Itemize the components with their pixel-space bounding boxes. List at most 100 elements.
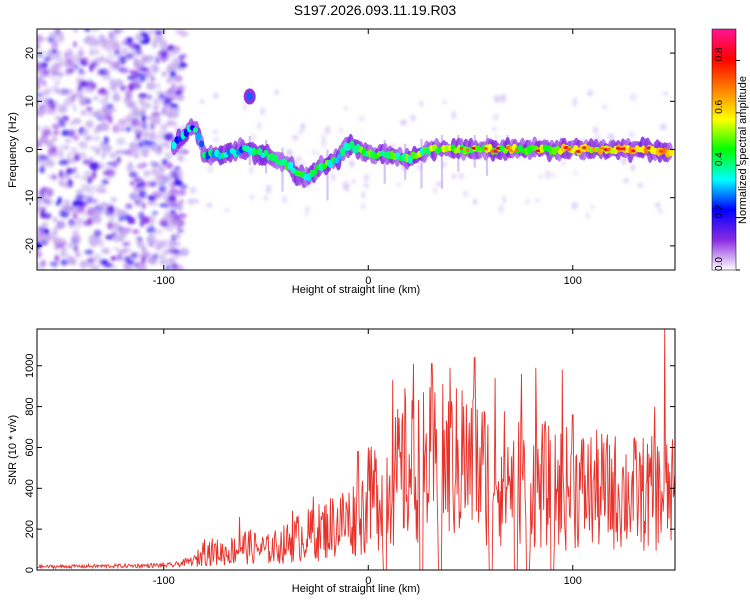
y-tick-label: 0 <box>24 567 36 573</box>
noise-blob <box>94 252 101 262</box>
noise-blob <box>141 256 146 265</box>
noise-blob <box>175 232 181 240</box>
faint-blob <box>602 104 607 110</box>
faint-blob <box>250 134 257 140</box>
noise-blob <box>128 82 135 92</box>
noise-blob <box>136 122 146 127</box>
faint-blob <box>296 156 302 162</box>
y-tick-label: 400 <box>24 479 36 497</box>
faint-blob <box>343 183 350 192</box>
noise-blob <box>117 29 124 33</box>
noise-blob <box>138 93 148 98</box>
noise-blob <box>103 136 109 145</box>
noise-blob <box>79 205 85 213</box>
noise-blob <box>119 126 125 133</box>
colorbar-label: Normalized spectral amplitude <box>737 76 749 224</box>
faint-blob <box>630 92 637 102</box>
noise-blob <box>51 54 61 61</box>
noise-blob <box>100 42 109 49</box>
noise-blob <box>158 92 166 101</box>
noise-blob <box>157 242 168 248</box>
noise-blob <box>39 234 49 241</box>
noise-blob <box>150 178 159 185</box>
x-tick-label: 0 <box>365 575 371 587</box>
noise-blob <box>45 196 50 202</box>
noise-blob <box>52 237 63 245</box>
noise-blob <box>81 129 89 135</box>
noise-blob <box>103 174 109 179</box>
faint-blob <box>200 99 204 104</box>
faint-blob <box>659 123 667 131</box>
faint-blob <box>538 174 542 180</box>
noise-blob <box>41 221 49 228</box>
noise-blob <box>98 122 109 131</box>
noise-blob <box>141 54 146 60</box>
faint-blob <box>410 114 416 122</box>
faint-blob <box>573 97 577 107</box>
faint-blob <box>213 137 220 142</box>
noise-blob <box>90 264 100 270</box>
noise-blob <box>116 253 123 261</box>
colorbar-tick-label: 0.2 <box>714 204 725 218</box>
faint-blob <box>458 172 465 180</box>
noise-blob <box>109 82 114 91</box>
ridge-core <box>288 161 294 171</box>
noise-blob <box>116 137 126 146</box>
noise-blob <box>123 97 132 103</box>
noise-blob <box>52 216 58 223</box>
noise-blob <box>72 104 77 112</box>
noise-blob <box>173 179 183 186</box>
colorbar-tick-label: 0.8 <box>714 47 725 61</box>
noise-blob <box>74 223 82 229</box>
faint-blob <box>324 125 331 135</box>
colorbar-ticks: 0.0 0.2 0.4 0.6 0.8 <box>714 47 740 271</box>
faint-blob <box>498 204 504 214</box>
noise-blob <box>75 189 84 195</box>
faint-blob <box>363 173 369 182</box>
ridge-core <box>192 127 199 133</box>
x-tick-label: -100 <box>153 275 175 287</box>
noise-blob <box>165 91 171 96</box>
y-tick-label: -10 <box>24 190 36 206</box>
noise-blob <box>119 85 127 91</box>
noise-blob <box>142 216 151 224</box>
x-tick-label: 100 <box>564 275 582 287</box>
faint-blob <box>628 131 635 138</box>
noise-blob <box>157 180 167 187</box>
noise-blob <box>86 217 93 225</box>
noise-blob <box>41 212 52 220</box>
noise-blob <box>164 224 175 232</box>
noise-blob <box>169 258 175 263</box>
faint-blob <box>321 134 326 143</box>
noise-blob <box>52 123 60 130</box>
noise-blob <box>37 42 40 50</box>
noise-blob <box>58 118 65 126</box>
noise-blob <box>41 97 50 103</box>
faint-blob <box>257 121 262 130</box>
noise-blob <box>93 229 102 238</box>
noise-blob <box>157 191 164 196</box>
noise-blob <box>166 213 175 221</box>
noise-blob <box>157 36 165 42</box>
noise-blob <box>137 236 143 242</box>
noise-blob <box>81 211 89 217</box>
noise-blob <box>153 171 164 178</box>
noise-blob <box>150 200 159 207</box>
noise-blob <box>132 251 141 260</box>
faint-blob <box>560 160 566 166</box>
ridge-streak <box>440 135 444 189</box>
noise-blob <box>57 104 68 114</box>
noise-blob <box>53 82 59 92</box>
noise-blob <box>77 86 82 91</box>
noise-blob <box>164 145 172 150</box>
colorbar-scale <box>711 28 737 271</box>
noise-blob <box>130 69 135 76</box>
noise-blob <box>79 80 89 88</box>
noise-blob <box>167 244 175 254</box>
noise-blob <box>123 241 132 246</box>
ridge-core <box>668 149 674 157</box>
noise-blob <box>175 94 181 101</box>
colorbar: 0.0 0.2 0.4 0.6 0.8 Normalized spectral ampl… <box>711 28 749 271</box>
